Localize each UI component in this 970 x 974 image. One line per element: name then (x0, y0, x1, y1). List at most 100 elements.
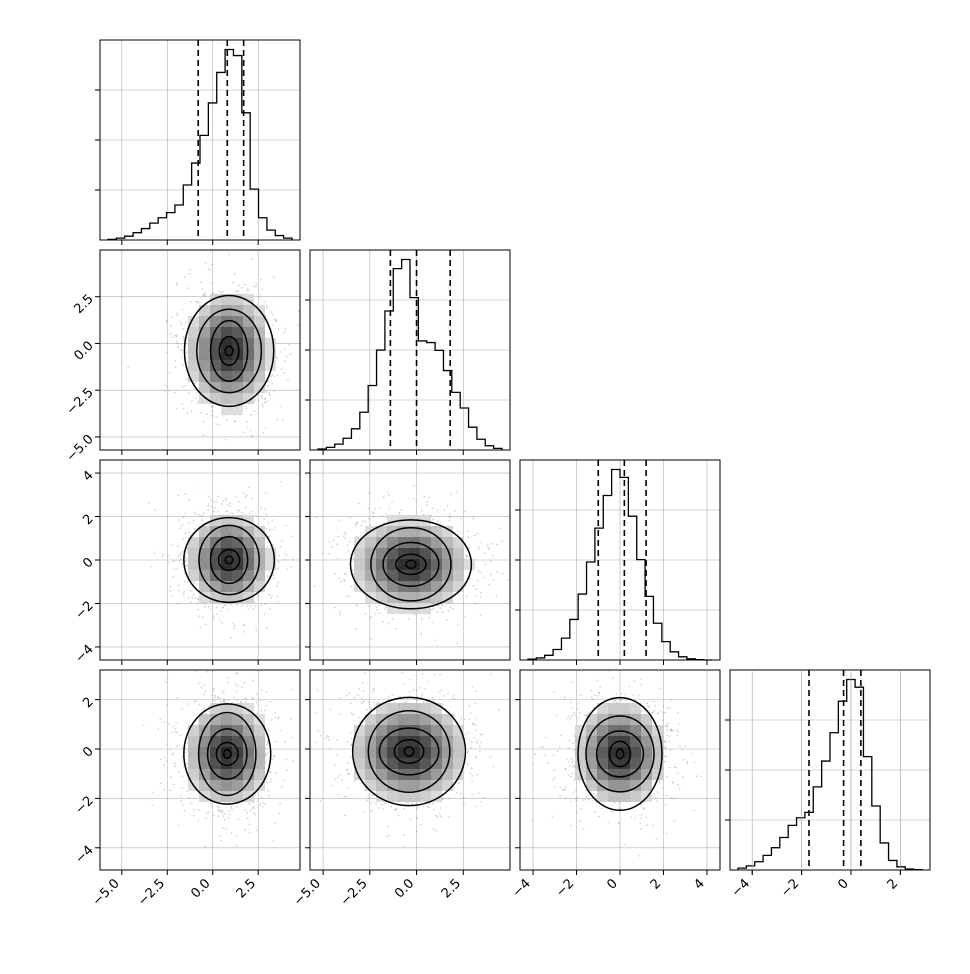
sample-point (334, 764, 336, 766)
sample-point (275, 741, 277, 743)
sample-point (210, 805, 212, 807)
sample-point (228, 700, 230, 702)
sample-point (269, 608, 271, 610)
sample-point (178, 825, 180, 827)
sample-point (385, 514, 387, 516)
sample-point (476, 774, 478, 776)
sample-point (244, 624, 246, 626)
sample-point (216, 697, 218, 699)
sample-point (176, 343, 178, 345)
sample-point (196, 301, 198, 303)
sample-point (286, 769, 288, 771)
sample-point (398, 512, 400, 514)
sample-point (263, 301, 265, 303)
sample-point (472, 722, 474, 724)
sample-point (233, 627, 235, 629)
density-cell (210, 747, 221, 758)
density-cell (376, 581, 387, 592)
density-cell (354, 570, 365, 581)
sample-point (277, 718, 279, 720)
sample-point (477, 580, 479, 582)
sample-point (441, 605, 443, 607)
sample-point (186, 763, 188, 765)
sample-point (271, 311, 273, 313)
sample-point (478, 667, 480, 669)
sample-point (537, 623, 539, 625)
sample-point (384, 608, 386, 610)
sample-point (480, 596, 482, 598)
sample-point (423, 701, 425, 703)
sample-point (194, 582, 196, 584)
sample-point (194, 671, 196, 673)
sample-point (212, 282, 214, 284)
sample-point (426, 504, 428, 506)
sample-point (208, 503, 210, 505)
sample-point (177, 494, 179, 496)
sample-point (377, 609, 379, 611)
sample-point (470, 712, 472, 714)
sample-point (436, 509, 438, 511)
sample-point (248, 823, 250, 825)
density-cell (254, 371, 265, 382)
sample-point (170, 325, 172, 327)
sample-point (440, 690, 442, 692)
sample-point (286, 555, 288, 557)
sample-point (194, 701, 196, 703)
sample-point (165, 320, 167, 322)
sample-point (466, 596, 468, 598)
sample-point (230, 806, 232, 808)
sample-point (479, 750, 481, 752)
sample-point (315, 741, 317, 743)
density-cell (354, 747, 365, 758)
sample-point (448, 610, 450, 612)
sample-point (315, 712, 317, 714)
sample-point (264, 401, 266, 403)
sample-point (319, 800, 321, 802)
sample-point (205, 624, 207, 626)
sample-point (268, 648, 270, 650)
density-cell (221, 526, 232, 537)
sample-point (233, 697, 235, 699)
sample-point (246, 812, 248, 814)
sample-point (268, 729, 270, 731)
sample-point (499, 528, 501, 530)
density-cell (199, 338, 210, 349)
sample-point (178, 560, 180, 562)
sample-point (247, 427, 249, 429)
sample-point (398, 815, 400, 817)
sample-point (189, 269, 191, 271)
sample-point (292, 559, 294, 561)
sample-point (153, 552, 155, 554)
sample-point (272, 840, 274, 842)
sample-point (252, 498, 254, 500)
sample-point (347, 544, 349, 546)
sample-point (292, 689, 294, 691)
sample-point (206, 812, 208, 814)
sample-point (284, 360, 286, 362)
sample-point (407, 802, 409, 804)
sample-point (438, 692, 440, 694)
density-cell (387, 603, 398, 614)
sample-point (241, 287, 243, 289)
density-cell (232, 570, 243, 581)
sample-point (243, 653, 245, 655)
sample-point (413, 667, 415, 669)
sample-point (190, 203, 192, 205)
sample-point (191, 400, 193, 402)
sample-point (284, 559, 286, 561)
y-tick-label: 4 (80, 468, 96, 484)
density-cell (210, 537, 221, 548)
sample-point (180, 554, 182, 556)
sample-point (317, 690, 319, 692)
sample-point (388, 696, 390, 698)
y-tick-label: 2 (80, 512, 96, 528)
sample-point (345, 796, 347, 798)
sample-point (442, 611, 444, 613)
sample-point (420, 633, 422, 635)
sample-point (483, 577, 485, 579)
sample-point (426, 701, 428, 703)
density-cell (188, 548, 199, 559)
sample-point (239, 285, 241, 287)
sample-point (185, 322, 187, 324)
sample-point (286, 356, 288, 358)
